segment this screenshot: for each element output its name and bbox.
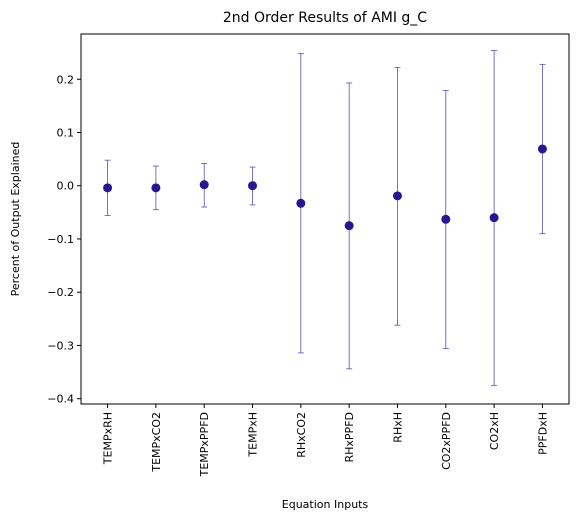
x-tick-label: RHxPPFD: [343, 412, 356, 463]
data-point: [537, 144, 547, 154]
y-tick-label: 0.1: [57, 126, 75, 139]
data-point: [248, 181, 258, 191]
data-marks: [103, 50, 547, 386]
data-point: [151, 183, 161, 193]
x-axis: TEMPxRH TEMPxCO2 TEMPxPPFD TEMPxH RHxCO2 RHxP…: [102, 404, 549, 477]
x-tick-label: CO2xPPFD: [440, 412, 453, 470]
x-tick-label: CO2xH: [488, 412, 501, 450]
plot-area: [80, 33, 570, 405]
y-tick-label: −0.1: [47, 233, 74, 246]
data-point: [489, 213, 499, 223]
data-point: [344, 221, 354, 231]
x-tick-label: TEMPxPPFD: [198, 412, 211, 477]
x-tick-label: RHxH: [391, 412, 404, 443]
data-point: [392, 191, 402, 201]
data-point: [296, 198, 306, 208]
y-axis: −0.4 −0.3 −0.2 −0.1 0.0 0.1 0.2: [47, 73, 81, 406]
y-tick-label: 0.0: [57, 180, 75, 193]
x-tick-label: RHxCO2: [295, 412, 308, 458]
data-point: [441, 214, 451, 224]
data-point: [103, 183, 113, 193]
x-tick-label: PPFDxH: [536, 412, 549, 455]
y-tick-label: −0.4: [47, 393, 74, 406]
x-axis-label: Equation Inputs: [282, 498, 369, 511]
y-tick-label: −0.2: [47, 286, 74, 299]
y-axis-label: Percent of Output Explained: [9, 142, 22, 297]
y-tick-label: 0.2: [57, 73, 75, 86]
x-tick-label: TEMPxCO2: [150, 412, 163, 473]
chart-title: 2nd Order Results of AMI g_C: [223, 10, 427, 26]
x-tick-label: TEMPxRH: [102, 412, 115, 465]
data-point: [199, 180, 209, 190]
y-tick-label: −0.3: [47, 339, 74, 352]
x-tick-label: TEMPxH: [247, 412, 260, 458]
